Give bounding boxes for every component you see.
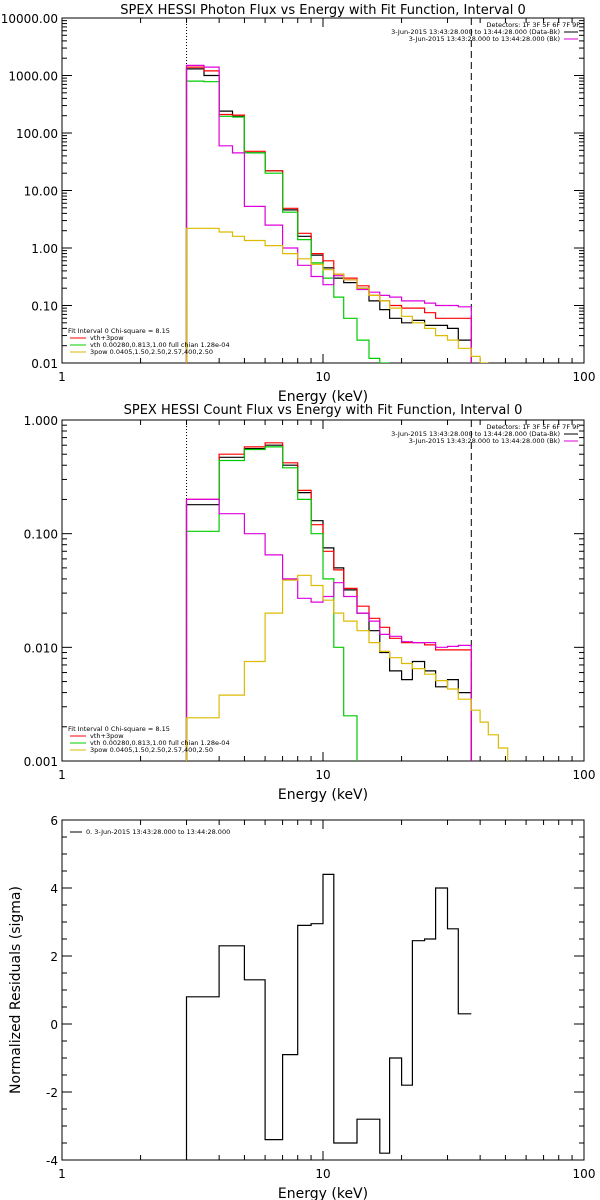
x-tick-label: 10 [315,768,330,782]
legend-topright-entry: 3-Jun-2015 13:43:28.000 to 13:44:28.000 … [391,430,560,438]
legend-fit-entry: 3pow 0.0405,1.50,2.50,2.57,400,2.50 [90,746,213,754]
legend-fit-entry: vth 0.00280,0.813,1.00 full chian 1.28e-… [90,341,230,349]
legend-topright-entry: Detectors: 1F 3F 5F 6F 7F 9F [486,21,580,29]
plot-frame [61,819,585,1161]
x-tick-label: 10 [315,1167,330,1181]
y-tick-label: 1.00 [31,242,58,256]
series-group [185,873,472,1160]
series-line-5 [185,574,509,761]
y-tick-label: 0.001 [24,755,58,769]
legend-fit-entry: vth+3pow [90,732,124,740]
y-tick-label: 10000.00 [1,12,58,26]
series-line-3 [185,446,358,761]
y-tick-label: 100.00 [16,127,58,141]
x-axis-label: Energy (keV) [278,389,368,405]
legend-topright-entry: 3-Jun-2015 13:43:28.000 to 13:44:28.000 … [391,28,560,36]
legend-topleft-entry: 0. 3-Jun-2015 13:43:28.000 to 13:44:28.0… [86,828,230,836]
chart-panel-2: SPEX HESSI Count Flux vs Energy with Fit… [24,403,596,803]
series-line-5 [185,227,489,363]
chart-title: SPEX HESSI Photon Flux vs Energy with Fi… [120,3,526,18]
chart-panel-1: SPEX HESSI Photon Flux vs Energy with Fi… [1,3,596,405]
x-tick-label: 100 [573,768,596,782]
y-tick-label: 0.100 [24,528,58,542]
y-tick-label: 2 [50,950,58,964]
y-axis-label: Normalized Residuals (sigma) [8,886,24,1094]
legend-topright-entry: Detectors: 1F 3F 5F 6F 7F 9F [486,423,580,431]
x-tick-label: 100 [573,370,596,384]
y-tick-label: 4 [50,882,58,896]
y-tick-label: 1.000 [24,414,58,428]
legend-fit-entry: 3pow 0.0405,1.50,2.50,2.57,400,2.50 [90,348,213,356]
series-line-3 [185,80,390,363]
x-tick-label: 1 [58,1167,66,1181]
series-line-1 [185,873,472,1160]
y-tick-label: -2 [46,1086,58,1100]
y-tick-label: 10.00 [24,185,58,199]
x-axis-label: Energy (keV) [278,787,368,803]
y-tick-label: 0.01 [31,357,58,371]
legend-fit-entry: vth+3pow [90,334,124,342]
series-line-4 [185,64,472,363]
series-line-1 [185,68,472,363]
y-tick-label: 6 [50,814,58,828]
series-group [185,442,509,761]
series-group [185,64,489,363]
y-tick-label: 1000.00 [8,70,58,84]
legend-fit-entry: Fit Interval 0 Chi-square = 8.15 [68,725,170,733]
y-tick-label: -4 [46,1154,58,1168]
x-tick-label: 10 [315,370,330,384]
x-tick-label: 1 [58,370,66,384]
chart-panel-3: 1 10 100 Energy (keV) -4 -2 0 2 4 6 Normalized Res… [8,814,595,1200]
x-tick-label: 1 [58,768,66,782]
y-tick-label: 0.10 [31,300,58,314]
y-tick-label: 0 [50,1018,58,1032]
legend-fit-entry: Fit Interval 0 Chi-square = 8.15 [68,327,170,335]
x-axis-label: Energy (keV) [278,1186,368,1200]
x-tick-label: 100 [573,1167,596,1181]
y-tick-label: 0.010 [24,641,58,655]
chart-title: SPEX HESSI Count Flux vs Energy with Fit… [124,403,523,418]
series-line-1 [185,444,472,761]
plot-frame [61,17,585,364]
legend-fit-entry: vth 0.00280,0.813,1.00 full chian 1.28e-… [90,739,230,747]
series-line-4 [185,498,472,761]
legend-topright-entry: 3-Jun-2015 13:43:28.000 to 13:44:28.000 … [409,437,560,445]
legend-topright-entry: 3-Jun-2015 13:43:28.000 to 13:44:28.000 … [409,35,560,43]
series-line-2 [185,442,472,761]
